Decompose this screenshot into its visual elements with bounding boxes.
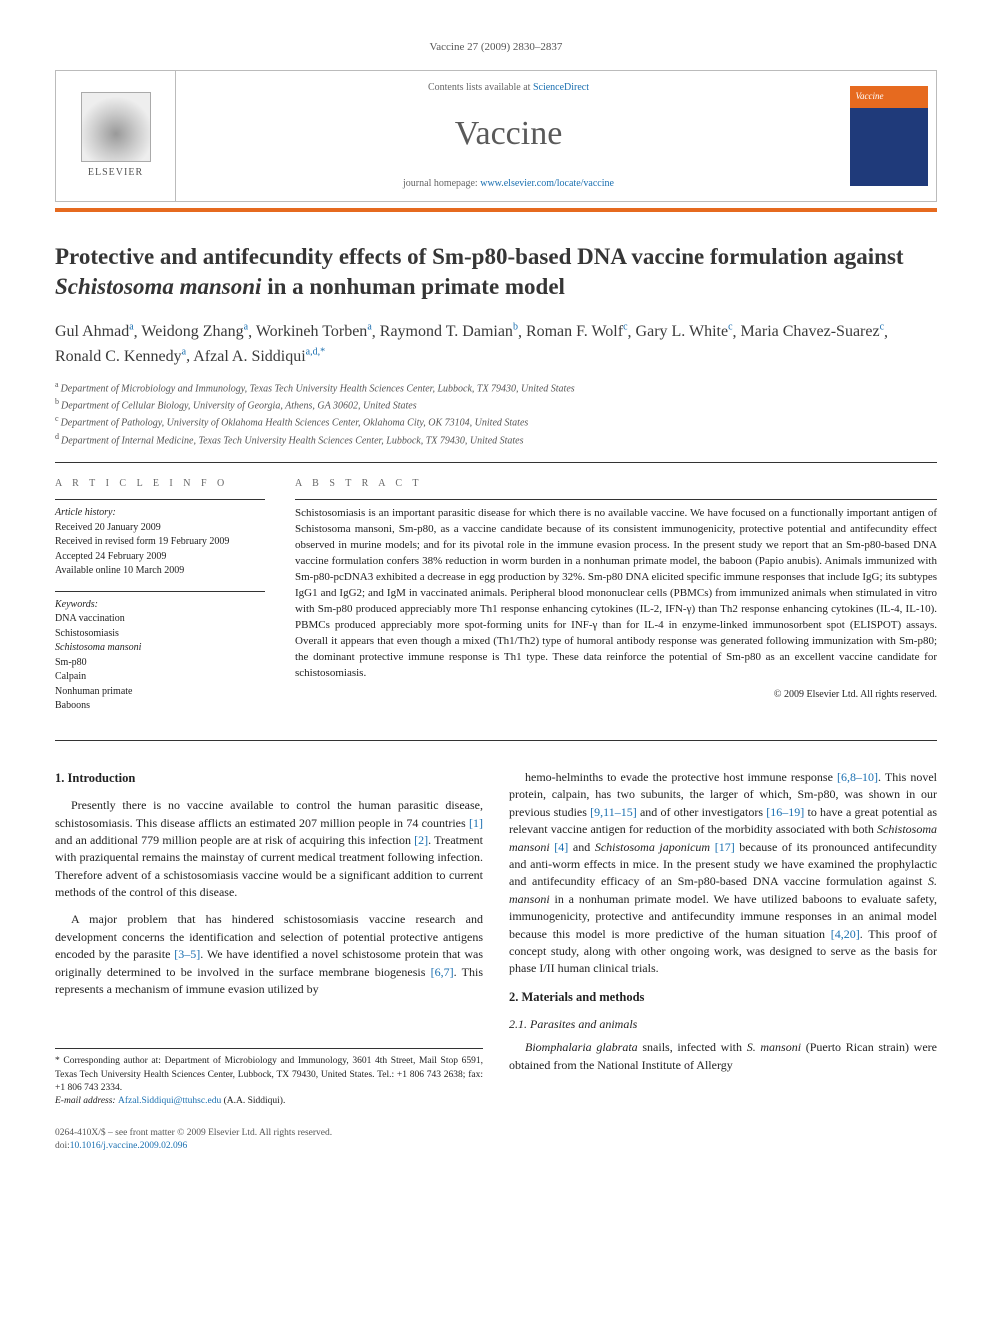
history-line: Available online 10 March 2009 — [55, 564, 265, 579]
header-center: Contents lists available at ScienceDirec… — [176, 71, 841, 201]
citation-link[interactable]: [9,11–15] — [590, 805, 637, 819]
affiliation: b Department of Cellular Biology, Univer… — [55, 396, 937, 413]
article-title: Protective and antifecundity effects of … — [55, 242, 937, 302]
intro-para-2: A major problem that has hindered schist… — [55, 911, 483, 998]
author-list: Gul Ahmada, Weidong Zhanga, Workineh Tor… — [55, 320, 937, 369]
abstract-column: A B S T R A C T Schistosomiasis is an im… — [295, 477, 937, 726]
section-2-1-heading: 2.1. Parasites and animals — [509, 1016, 937, 1033]
citation-link[interactable]: [1] — [469, 816, 483, 830]
journal-name: Vaccine — [186, 109, 831, 158]
author: Gul Ahmada — [55, 323, 134, 340]
history-label: Article history: — [55, 506, 265, 521]
abstract-copyright: © 2009 Elsevier Ltd. All rights reserved… — [295, 688, 937, 703]
keywords-label: Keywords: — [55, 598, 265, 613]
author-affiliation-marker: a,d,* — [306, 346, 325, 357]
journal-header: ELSEVIER Contents lists available at Sci… — [55, 70, 937, 202]
citation-link[interactable]: [6,8–10] — [837, 770, 878, 784]
keyword: Schistosomiasis — [55, 627, 265, 642]
author: Gary L. Whitec — [636, 323, 733, 340]
title-post: in a nonhuman primate model — [261, 274, 565, 299]
author-affiliation-marker: b — [513, 322, 518, 333]
contents-available-line: Contents lists available at ScienceDirec… — [186, 81, 831, 96]
author: Raymond T. Damianb — [380, 323, 518, 340]
cover-thumb-cell — [841, 71, 936, 201]
author-affiliation-marker: a — [367, 322, 371, 333]
footer-copyright: 0264-410X/$ – see front matter © 2009 El… — [55, 1127, 937, 1141]
abstract-text: Schistosomiasis is an important parasiti… — [295, 506, 937, 681]
homepage-line: journal homepage: www.elsevier.com/locat… — [186, 177, 831, 192]
intro-para-3: hemo-helminths to evade the protective h… — [509, 769, 937, 978]
citation-link[interactable]: [17] — [715, 840, 735, 854]
history-line: Received 20 January 2009 — [55, 521, 265, 536]
affiliation: d Department of Internal Medicine, Texas… — [55, 431, 937, 448]
title-pre: Protective and antifecundity effects of … — [55, 244, 904, 269]
keyword: Sm-p80 — [55, 656, 265, 671]
author-affiliation-marker: a — [244, 322, 248, 333]
sciencedirect-link[interactable]: ScienceDirect — [533, 82, 589, 93]
body-columns: 1. Introduction Presently there is no va… — [55, 769, 937, 1109]
homepage-link[interactable]: www.elsevier.com/locate/vaccine — [480, 178, 614, 189]
affiliation: a Department of Microbiology and Immunol… — [55, 379, 937, 396]
citation-link[interactable]: [16–19] — [766, 805, 804, 819]
citation-link[interactable]: [6,7] — [431, 965, 454, 979]
author: Roman F. Wolfc — [526, 323, 628, 340]
author: Afzal A. Siddiquia,d,* — [193, 348, 325, 365]
author-affiliation-marker: c — [880, 322, 884, 333]
keyword: Nonhuman primate — [55, 685, 265, 700]
article-info-heading: A R T I C L E I N F O — [55, 477, 265, 492]
keyword: Baboons — [55, 699, 265, 714]
history-line: Accepted 24 February 2009 — [55, 550, 265, 565]
title-species: Schistosoma mansoni — [55, 274, 261, 299]
corr-text: Corresponding author at: Department of M… — [55, 1056, 483, 1093]
email-label: E-mail address: — [55, 1096, 118, 1106]
corr-email-suffix: (A.A. Siddiqui). — [221, 1096, 285, 1106]
elsevier-logo-cell: ELSEVIER — [56, 71, 176, 201]
page-footer: 0264-410X/$ – see front matter © 2009 El… — [55, 1127, 937, 1155]
mm-para-1: Biomphalaria glabrata snails, infected w… — [509, 1039, 937, 1074]
history-line: Received in revised form 19 February 200… — [55, 535, 265, 550]
contents-prefix: Contents lists available at — [428, 82, 533, 93]
elsevier-tree-icon — [81, 92, 151, 162]
section-1-heading: 1. Introduction — [55, 769, 483, 787]
keyword: DNA vaccination — [55, 612, 265, 627]
citation-link[interactable]: [3–5] — [174, 947, 200, 961]
author-affiliation-marker: c — [728, 322, 732, 333]
intro-para-1: Presently there is no vaccine available … — [55, 797, 483, 901]
article-info-column: A R T I C L E I N F O Article history: R… — [55, 477, 265, 726]
rule-above-info — [55, 462, 937, 463]
author-affiliation-marker: a — [129, 322, 133, 333]
orange-rule — [55, 208, 937, 212]
running-head: Vaccine 27 (2009) 2830–2837 — [55, 40, 937, 56]
affiliation: c Department of Pathology, University of… — [55, 413, 937, 430]
doi-link[interactable]: 10.1016/j.vaccine.2009.02.096 — [70, 1141, 187, 1151]
author-affiliation-marker: c — [623, 322, 627, 333]
corr-email-link[interactable]: Afzal.Siddiqui@ttuhsc.edu — [118, 1096, 221, 1106]
keyword: Calpain — [55, 670, 265, 685]
citation-link[interactable]: [4] — [554, 840, 568, 854]
affiliation-list: a Department of Microbiology and Immunol… — [55, 379, 937, 448]
corresponding-author-block: * Corresponding author at: Department of… — [55, 1048, 483, 1108]
keyword: Schistosoma mansoni — [55, 641, 265, 656]
author: Ronald C. Kennedya — [55, 348, 186, 365]
section-2-heading: 2. Materials and methods — [509, 988, 937, 1006]
citation-link[interactable]: [2] — [414, 833, 428, 847]
citation-link[interactable]: [4,20] — [831, 927, 860, 941]
doi-prefix: doi: — [55, 1141, 70, 1151]
journal-cover-thumb — [850, 86, 928, 186]
homepage-prefix: journal homepage: — [403, 178, 480, 189]
author: Weidong Zhanga — [141, 323, 248, 340]
rule-below-abstract — [55, 740, 937, 741]
author-affiliation-marker: a — [182, 346, 186, 357]
elsevier-label: ELSEVIER — [88, 166, 143, 181]
author: Workineh Torbena — [256, 323, 372, 340]
author: Maria Chavez-Suarezc — [741, 323, 885, 340]
abstract-heading: A B S T R A C T — [295, 477, 937, 492]
